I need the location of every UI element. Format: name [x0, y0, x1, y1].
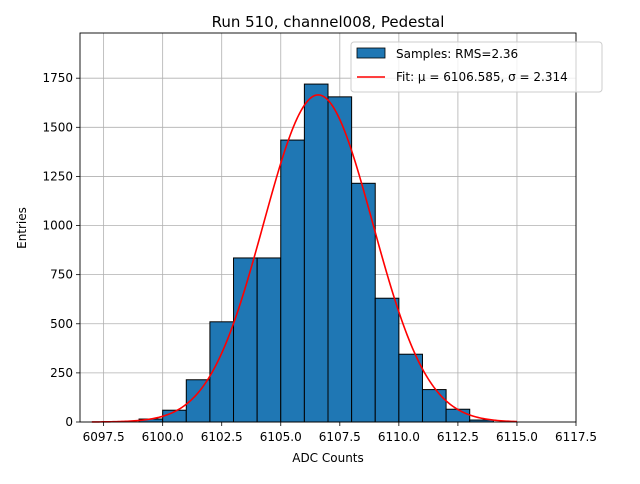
y-tick-label: 1000: [42, 219, 73, 233]
legend-label-fit: Fit: μ = 6106.585, σ = 2.314: [396, 70, 568, 84]
x-axis-label: ADC Counts: [292, 451, 364, 465]
x-tick-label: 6115.0: [496, 430, 538, 444]
y-tick-label: 0: [65, 415, 73, 429]
x-tick-label: 6102.5: [201, 430, 243, 444]
chart-title: Run 510, channel008, Pedestal: [212, 13, 445, 31]
plot-frame: [79, 32, 577, 423]
x-tick-label: 6097.5: [83, 430, 125, 444]
y-tick-label: 750: [50, 268, 73, 282]
y-axis-ticks: 0 250 500 750 1000 1250 1500 1750: [42, 71, 80, 429]
histogram-bar: [233, 257, 258, 423]
y-tick-label: 1500: [42, 120, 73, 134]
x-tick-label: 6117.5: [555, 430, 597, 444]
fit-curve: [91, 94, 517, 423]
x-tick-label: 6105.0: [260, 430, 302, 444]
histogram-bar: [374, 297, 400, 423]
histogram-bar: [209, 321, 235, 423]
y-tick-label: 250: [50, 366, 73, 380]
histogram-bar: [280, 139, 305, 423]
legend-box: [350, 41, 603, 93]
histogram-bar: [421, 389, 447, 423]
legend-swatch-samples: [356, 47, 386, 59]
legend-label-samples: Samples: RMS=2.36: [396, 47, 518, 61]
x-tick-label: 6107.5: [319, 430, 361, 444]
histogram-bar: [256, 257, 282, 423]
y-axis-label: Entries: [15, 207, 29, 249]
x-tick-label: 6100.0: [142, 430, 184, 444]
x-axis-ticks: 6097.5 6100.0 6102.5 6105.0 6107.5 6110.0 6112…: [83, 422, 597, 444]
y-tick-label: 1750: [42, 71, 73, 85]
histogram-bars: [138, 83, 494, 423]
x-tick-label: 6110.0: [378, 430, 420, 444]
x-tick-label: 6112.5: [437, 430, 479, 444]
legend: Samples: RMS=2.36 Fit: μ = 6106.585, σ =…: [350, 41, 603, 93]
y-tick-label: 1250: [42, 169, 73, 183]
histogram-bar: [398, 353, 423, 423]
histogram-bar: [303, 83, 329, 423]
histogram-bar: [327, 96, 353, 423]
y-tick-label: 500: [50, 317, 73, 331]
histogram-bar: [445, 408, 471, 423]
